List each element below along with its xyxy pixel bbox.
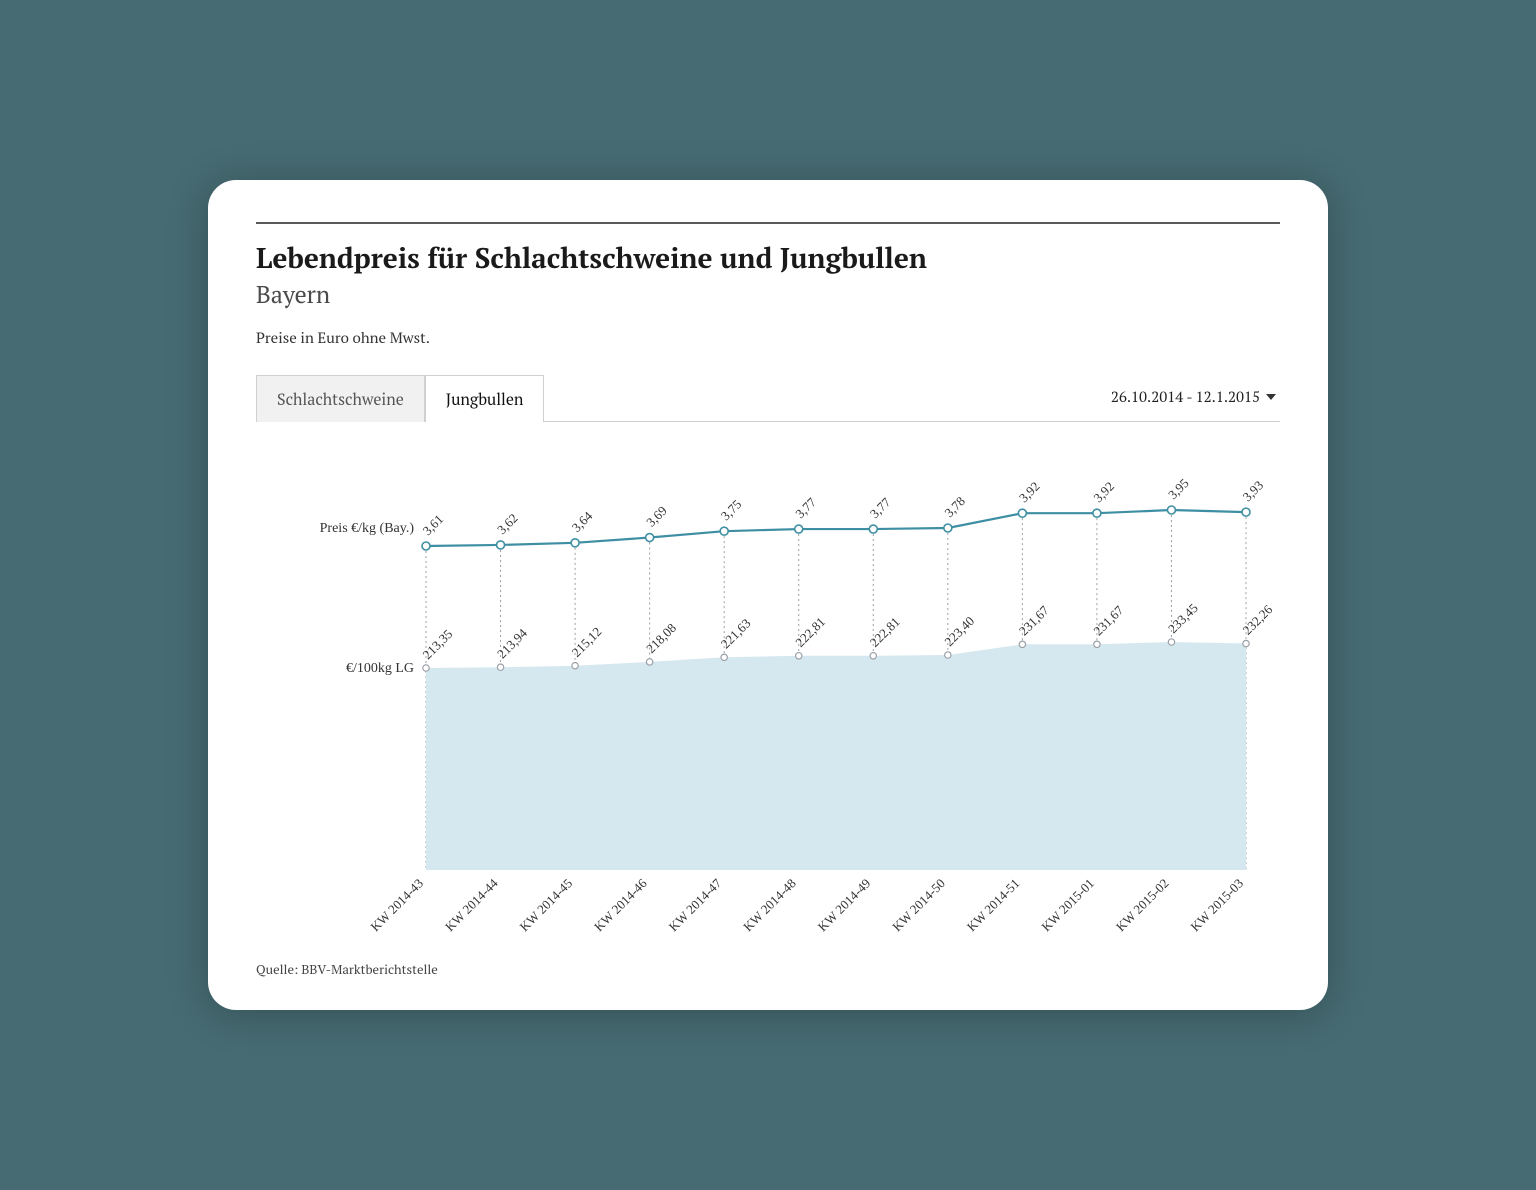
x-axis-label: KW 2014-47 <box>666 875 725 934</box>
area-series-fill <box>426 642 1246 870</box>
x-axis-label: KW 2015-01 <box>1038 875 1097 934</box>
area-marker <box>1019 641 1025 647</box>
x-axis-label: KW 2014-46 <box>591 875 650 934</box>
line-value-label: 3,62 <box>494 510 521 537</box>
x-axis-label: KW 2014-51 <box>964 875 1023 934</box>
area-value-label: 222,81 <box>867 614 903 650</box>
line-series <box>426 510 1246 546</box>
line-marker <box>1242 508 1250 516</box>
line-value-label: 3,77 <box>867 494 894 521</box>
chart-subtitle: Bayern <box>256 278 1280 310</box>
line-value-label: 3,69 <box>643 503 670 530</box>
line-value-label: 3,64 <box>569 507 596 534</box>
area-marker <box>1094 641 1100 647</box>
tab-bar: Schlachtschweine Jungbullen 26.10.2014 -… <box>256 374 1280 422</box>
area-marker <box>796 652 802 658</box>
chart-area: 3,61 3,62 3,64 3,69 3,75 3,77 3,77 3,78 3,92 3,92… <box>256 430 1280 950</box>
area-value-label: 231,67 <box>1016 602 1052 638</box>
area-marker <box>870 652 876 658</box>
area-marker <box>1243 640 1249 646</box>
area-marker <box>721 654 727 660</box>
x-axis-label: KW 2014-43 <box>367 875 426 934</box>
x-axis-label: KW 2014-44 <box>442 875 501 934</box>
x-axis-label: KW 2015-03 <box>1187 875 1246 934</box>
line-marker <box>422 542 430 550</box>
line-value-label: 3,93 <box>1240 477 1267 504</box>
area-value-label: 231,67 <box>1090 602 1126 638</box>
line-marker <box>795 525 803 533</box>
date-range-label: 26.10.2014 - 12.1.2015 <box>1111 387 1260 407</box>
line-marker <box>720 527 728 535</box>
area-value-label: 213,94 <box>494 625 530 661</box>
x-axis-label: KW 2014-45 <box>517 875 576 934</box>
line-marker <box>646 533 654 541</box>
line-value-label: 3,95 <box>1165 475 1192 502</box>
area-value-label: 213,35 <box>420 626 456 662</box>
area-marker <box>945 651 951 657</box>
line-marker <box>497 541 505 549</box>
area-value-label: 218,08 <box>643 620 679 656</box>
line-value-label: 3,61 <box>420 511 447 538</box>
area-marker <box>572 662 578 668</box>
line-value-label: 3,77 <box>792 494 819 521</box>
x-axis-label: KW 2014-49 <box>815 875 874 934</box>
area-marker <box>646 658 652 664</box>
area-marker <box>497 664 503 670</box>
chart-card: Lebendpreis für Schlachtschweine und Jun… <box>208 180 1328 1010</box>
date-range-picker[interactable]: 26.10.2014 - 12.1.2015 <box>1107 377 1280 417</box>
tab-jungbullen[interactable]: Jungbullen <box>425 375 545 422</box>
x-axis-label: KW 2014-50 <box>889 875 948 934</box>
line-marker <box>1018 509 1026 517</box>
tab-schlachtschweine[interactable]: Schlachtschweine <box>256 375 425 422</box>
x-axis-label: KW 2015-02 <box>1113 875 1172 934</box>
chevron-down-icon <box>1266 394 1276 400</box>
area-series-label: €/100kg LG <box>346 661 414 676</box>
area-value-label: 222,81 <box>792 614 828 650</box>
area-value-label: 233,45 <box>1165 600 1201 636</box>
tabs: Schlachtschweine Jungbullen <box>256 374 544 421</box>
source-label: Quelle: BBV-Marktberichtstelle <box>256 960 1280 978</box>
chart-note: Preise in Euro ohne Mwst. <box>256 328 1280 348</box>
line-value-label: 3,78 <box>941 493 968 520</box>
line-value-label: 3,92 <box>1016 478 1043 505</box>
area-value-label: 223,40 <box>941 613 977 649</box>
area-marker <box>1168 638 1174 644</box>
line-marker <box>1093 509 1101 517</box>
line-marker <box>1167 506 1175 514</box>
line-marker <box>944 524 952 532</box>
area-value-label: 215,12 <box>569 624 605 660</box>
x-axis-label: KW 2014-48 <box>740 875 799 934</box>
line-value-label: 3,75 <box>718 496 745 523</box>
line-marker <box>869 525 877 533</box>
chart-title: Lebendpreis für Schlachtschweine und Jun… <box>256 242 1280 276</box>
area-marker <box>423 664 429 670</box>
area-value-label: 221,63 <box>718 615 754 651</box>
top-rule <box>256 222 1280 224</box>
line-series-label: Preis €/kg (Bay.) <box>320 521 415 536</box>
area-value-label: 232,26 <box>1240 601 1276 637</box>
chart-svg: 3,61 3,62 3,64 3,69 3,75 3,77 3,77 3,78 3,92 3,92… <box>256 430 1280 950</box>
line-marker <box>571 538 579 546</box>
line-value-label: 3,92 <box>1090 478 1117 505</box>
